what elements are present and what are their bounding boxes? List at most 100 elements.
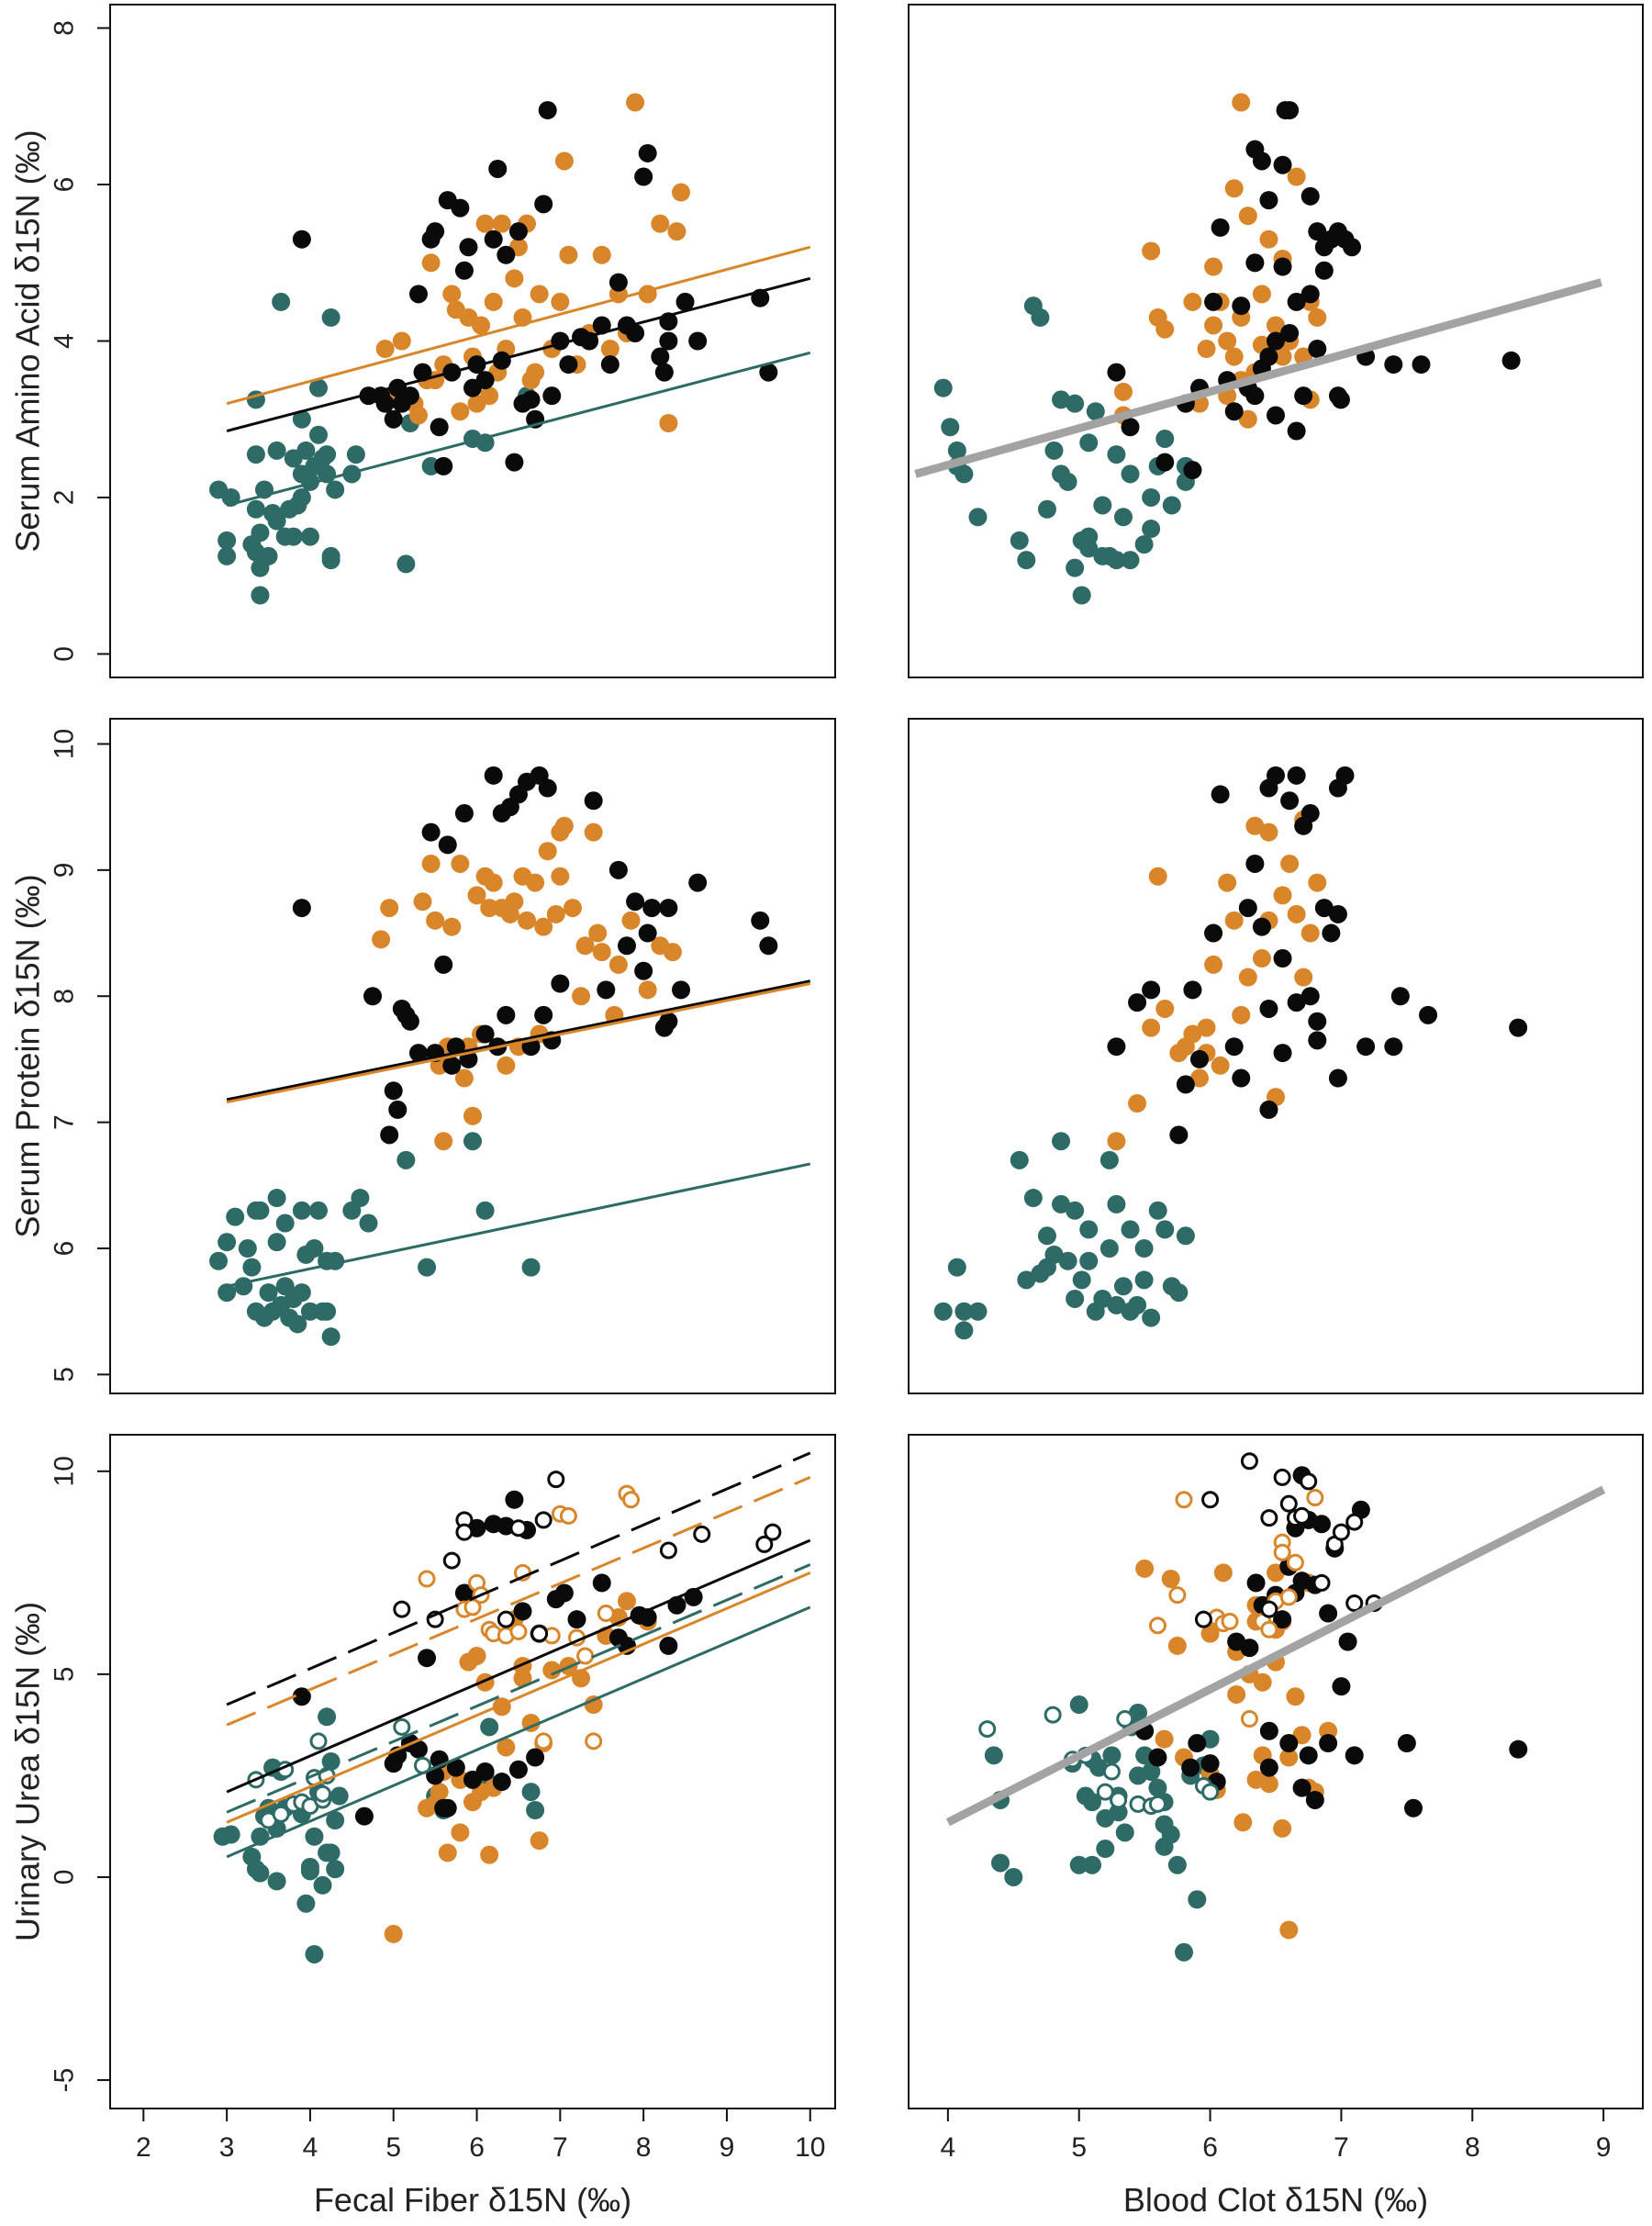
- data-point-black: [454, 804, 474, 823]
- data-point-orange: [1280, 854, 1300, 873]
- data-point-orange: [442, 285, 462, 304]
- data-point-teal: [1109, 1803, 1128, 1822]
- data-point-black: [1273, 257, 1292, 276]
- data-point-black: [475, 1024, 495, 1044]
- x-tick-label: 6: [469, 2132, 485, 2163]
- data-point-black-open: [547, 1471, 565, 1489]
- data-point-teal: [218, 531, 237, 550]
- data-point-orange: [1267, 316, 1285, 335]
- data-point-teal: [1155, 430, 1175, 449]
- data-point-teal: [1052, 390, 1071, 409]
- data-point-teal: [1004, 1867, 1023, 1886]
- data-point-black: [413, 363, 432, 382]
- data-point-black: [400, 1012, 419, 1031]
- data-point-orange: [1253, 1672, 1272, 1692]
- data-point-orange: [492, 214, 511, 233]
- data-point-teal: [396, 554, 416, 574]
- data-point-orange: [1218, 873, 1237, 892]
- data-point-black: [534, 195, 553, 214]
- panel-e: -5 0 5 10 2 3 4 5 6 7 8 9 10 Urinary Urea δ15N (‰) Fec…: [9, 1434, 836, 2219]
- data-point-teal: [1037, 1226, 1056, 1246]
- data-point-black: [642, 899, 662, 918]
- data-point-black: [551, 974, 570, 993]
- data-point-black: [1300, 186, 1320, 206]
- data-point-teal: [1107, 445, 1126, 464]
- data-point-orange: [1238, 409, 1257, 429]
- data-point-orange: [1252, 285, 1271, 304]
- data-point-black: [1280, 791, 1300, 811]
- data-point-black: [1501, 351, 1521, 370]
- data-point-black: [438, 1798, 457, 1818]
- data-point-orange: [538, 842, 557, 861]
- data-point-orange: [380, 899, 399, 918]
- data-point-orange: [413, 892, 432, 912]
- data-point-teal: [300, 527, 319, 546]
- data-point-teal: [396, 1150, 416, 1169]
- data-point-black: [454, 261, 474, 280]
- data-point-teal: [1175, 1942, 1193, 1962]
- data-point-black: [559, 355, 578, 375]
- data-point-black: [1246, 1573, 1266, 1593]
- data-point-black: [408, 285, 428, 304]
- data-point-orange: [554, 151, 574, 171]
- data-point-orange: [451, 854, 470, 873]
- data-point-teal: [318, 445, 337, 464]
- data-point-orange: [375, 340, 395, 359]
- data-point-black: [1148, 1748, 1167, 1767]
- data-point-black: [1181, 1758, 1200, 1777]
- data-point-black: [1245, 253, 1265, 273]
- data-point-teal: [463, 1132, 482, 1151]
- data-point-orange-open: [1221, 1612, 1239, 1630]
- data-point-teal: [305, 1827, 324, 1846]
- data-point-teal: [480, 1717, 499, 1737]
- data-point-black: [626, 323, 645, 342]
- data-point-orange: [1224, 179, 1244, 198]
- data-point-teal: [1142, 1762, 1161, 1781]
- data-point-black: [1211, 218, 1230, 237]
- data-point-orange: [480, 386, 499, 406]
- data-point-teal: [1044, 441, 1064, 460]
- data-point-black: [659, 899, 678, 918]
- data-point-orange: [426, 911, 445, 930]
- data-point-orange: [572, 987, 591, 1006]
- data-point-teal: [226, 1207, 245, 1226]
- data-point-teal: [313, 1875, 332, 1895]
- data-point-orange: [438, 1843, 457, 1862]
- data-point-black: [1299, 1746, 1318, 1765]
- data-point-black: [408, 1739, 428, 1759]
- data-point-black: [1245, 386, 1265, 406]
- data-point-black: [1259, 347, 1278, 366]
- data-point-orange: [480, 1845, 499, 1864]
- data-point-teal-open: [978, 1720, 997, 1739]
- data-point-orange: [1128, 1094, 1147, 1113]
- data-point-orange: [592, 245, 611, 264]
- data-point-teal: [1052, 1132, 1071, 1151]
- data-point-black: [505, 453, 524, 472]
- data-point-black: [759, 936, 778, 956]
- data-point-orange: [1113, 382, 1133, 401]
- data-point-orange: [1300, 923, 1320, 943]
- data-point-teal: [1102, 1746, 1122, 1765]
- data-point-teal: [246, 499, 265, 519]
- data-point-teal: [292, 1283, 311, 1303]
- y-tick-label: 5: [50, 1367, 80, 1382]
- data-point-black: [434, 456, 453, 475]
- y-tick-label: 5: [50, 1667, 80, 1683]
- data-point-black-open: [442, 1551, 461, 1570]
- data-point-black: [497, 1005, 516, 1024]
- data-point-teal: [1169, 1283, 1189, 1303]
- data-point-black-open: [1194, 1610, 1212, 1628]
- data-point-black-open: [393, 1600, 411, 1618]
- data-point-orange: [451, 1823, 470, 1842]
- data-point-orange: [1161, 1569, 1180, 1588]
- data-point-black: [688, 873, 708, 892]
- panel-c: 5 6 7 8 9 10 Serum Protein δ15N (‰): [9, 718, 836, 1394]
- data-point-orange: [542, 1661, 562, 1680]
- data-point-teal-open: [1044, 1706, 1062, 1724]
- data-point-teal: [359, 1214, 378, 1233]
- data-point-black: [1397, 1734, 1416, 1753]
- panel-frame: [109, 4, 836, 678]
- regression-line-teal: [226, 1563, 811, 1814]
- data-point-orange: [621, 911, 641, 930]
- data-point-black: [1292, 1778, 1312, 1797]
